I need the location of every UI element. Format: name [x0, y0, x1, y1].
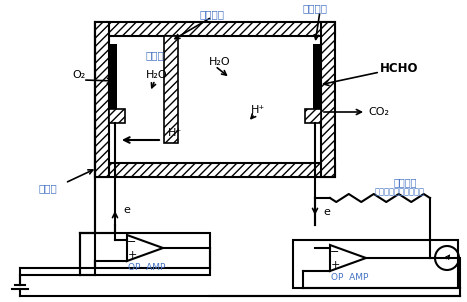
Text: HCHO: HCHO [380, 62, 418, 75]
Bar [164, 36, 178, 143]
Text: H₂O: H₂O [146, 70, 168, 80]
Text: H⁺: H⁺ [251, 105, 265, 115]
Text: +: + [127, 250, 137, 260]
Text: H₂O: H₂O [209, 57, 231, 67]
Bar [80, 233, 210, 275]
Text: 对电极: 对电极 [39, 183, 57, 193]
Text: CO₂: CO₂ [368, 107, 389, 117]
Bar [321, 22, 335, 177]
Text: （包括温度校正电路）: （包括温度校正电路） [375, 188, 425, 197]
Bar [109, 44, 117, 109]
Text: OP  AMP: OP AMP [331, 274, 368, 282]
Bar [95, 22, 335, 36]
Bar [95, 163, 335, 177]
Text: +: + [330, 260, 340, 270]
Text: H⁺: H⁺ [168, 128, 182, 138]
Bar [313, 44, 321, 109]
Bar [95, 22, 109, 177]
Text: −: − [330, 247, 340, 257]
Text: O₂: O₂ [72, 70, 85, 80]
Bar [109, 109, 125, 123]
Text: 检测电阵: 检测电阵 [393, 177, 417, 187]
Text: OP  AMP: OP AMP [128, 264, 166, 272]
Text: 工作电极: 工作电极 [303, 3, 327, 13]
Text: 电解液: 电解液 [146, 50, 164, 60]
Text: e: e [123, 205, 130, 215]
Bar [293, 240, 458, 288]
Text: −: − [127, 237, 137, 247]
Bar [109, 36, 321, 163]
Text: 参比电极: 参比电极 [199, 9, 225, 19]
Text: e: e [323, 207, 330, 217]
Bar [305, 109, 321, 123]
